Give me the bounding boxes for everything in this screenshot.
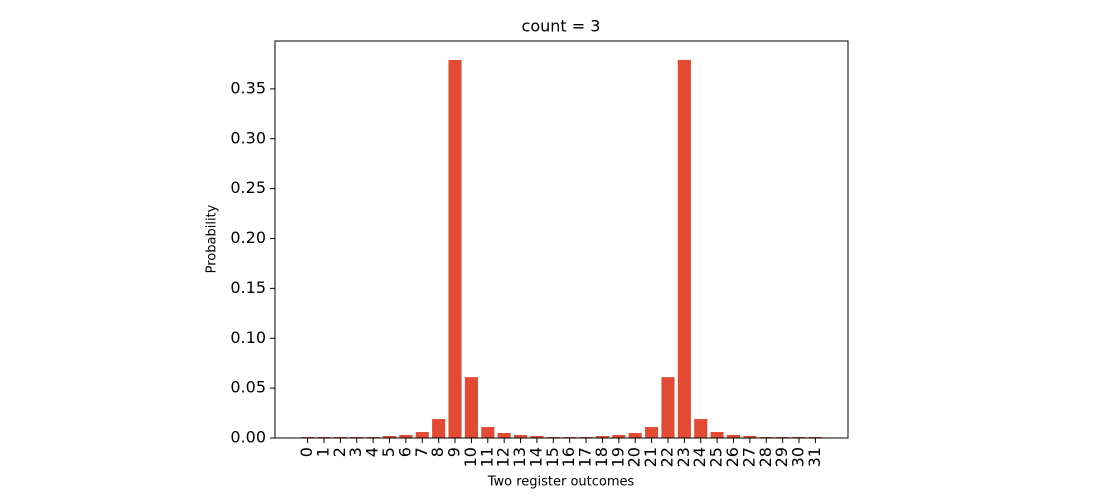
bar <box>628 433 642 438</box>
x-tick-label: 25 <box>707 447 726 467</box>
bar <box>677 59 691 438</box>
x-tick-label: 20 <box>625 447 644 467</box>
x-tick-label: 17 <box>576 447 595 467</box>
x-tick-label: 29 <box>772 447 791 467</box>
x-tick-label: 12 <box>494 447 513 467</box>
bar <box>415 432 429 438</box>
x-axis-label: Two register outcomes <box>487 475 635 490</box>
x-tick-label: 16 <box>559 447 578 467</box>
bar <box>726 435 741 438</box>
y-tick-label: 0.30 <box>230 128 266 147</box>
x-tick-label: 8 <box>428 447 447 457</box>
x-tick-label: 23 <box>674 447 693 467</box>
x-tick-label: 2 <box>330 447 349 457</box>
bar <box>382 436 397 438</box>
bar <box>710 432 724 438</box>
x-tick-label: 0 <box>297 447 316 457</box>
x-tick-label: 24 <box>690 447 709 467</box>
x-tick-label: 15 <box>543 447 562 467</box>
x-tick-label: 9 <box>445 447 464 457</box>
bar <box>645 427 659 438</box>
y-tick-label: 0.25 <box>230 178 266 197</box>
x-tick-label: 6 <box>395 447 414 457</box>
bar <box>612 435 626 438</box>
x-tick-label: 1 <box>313 447 332 457</box>
x-tick-label: 5 <box>379 447 398 457</box>
x-tick-label: 4 <box>363 447 382 457</box>
x-tick-label: 14 <box>526 447 545 467</box>
x-tick-label: 26 <box>723 447 742 467</box>
bar <box>694 419 708 438</box>
x-tick-label: 19 <box>608 447 627 467</box>
x-tick-label: 18 <box>592 447 611 467</box>
x-tick-label: 11 <box>477 447 496 467</box>
bar <box>513 435 528 438</box>
x-tick-label: 13 <box>510 447 529 467</box>
x-tick-label: 3 <box>346 447 365 457</box>
y-axis-label: Probability <box>205 204 220 273</box>
x-tick-label: 31 <box>805 447 824 467</box>
bar <box>399 435 413 438</box>
y-tick-label: 0.10 <box>230 328 266 347</box>
plot-frame <box>274 40 849 439</box>
bar <box>432 419 446 438</box>
bar <box>530 436 544 438</box>
bar <box>481 427 495 438</box>
y-tick-label: 0.20 <box>230 228 266 247</box>
chart-title: count = 3 <box>522 17 601 36</box>
bar <box>497 433 511 438</box>
x-tick-label: 22 <box>657 447 676 467</box>
bar <box>661 377 675 438</box>
x-tick-label: 7 <box>412 447 431 457</box>
bar <box>743 436 757 438</box>
x-tick-label: 21 <box>641 447 660 467</box>
y-tick-label: 0.35 <box>230 78 266 97</box>
x-tick-label: 10 <box>461 447 480 467</box>
bar <box>464 377 478 438</box>
x-tick-label: 30 <box>789 447 808 467</box>
x-tick-label: 27 <box>739 447 758 467</box>
y-tick-label: 0.00 <box>230 428 266 447</box>
x-tick-label: 28 <box>756 447 775 467</box>
bar <box>448 59 462 438</box>
bar <box>595 436 610 438</box>
y-tick-label: 0.05 <box>230 378 266 397</box>
y-tick-label: 0.15 <box>230 278 266 297</box>
